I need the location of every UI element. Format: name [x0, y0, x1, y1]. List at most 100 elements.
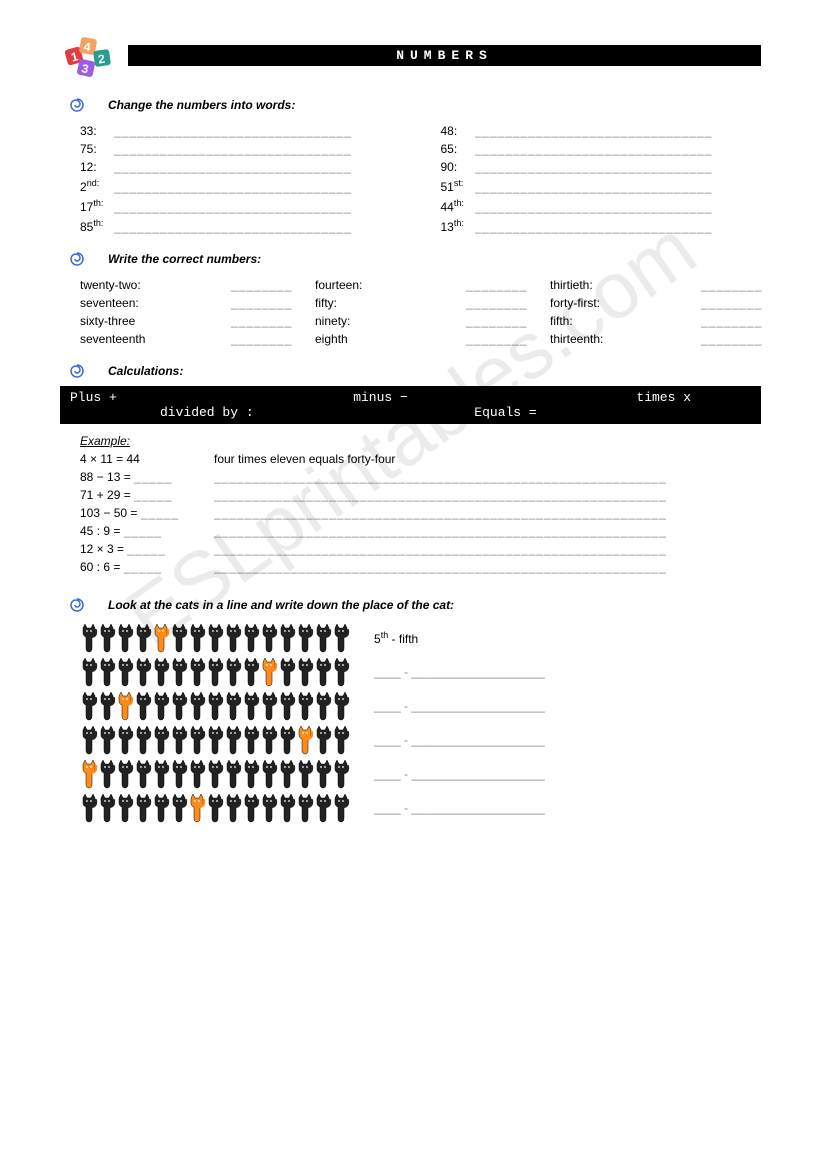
- cat-answer[interactable]: ____ - ____________________: [374, 801, 545, 815]
- wn-blank[interactable]: ________: [466, 296, 526, 310]
- ntw-blank[interactable]: _______________________________: [114, 124, 401, 138]
- wn-label: eighth: [315, 332, 466, 346]
- calc-words-blank[interactable]: ________________________________________…: [214, 542, 761, 556]
- cat-icon: [116, 758, 134, 790]
- wn-label: fifth:: [550, 314, 701, 328]
- ntw-label: 2nd:: [80, 178, 114, 194]
- ntw-blank[interactable]: _______________________________: [114, 200, 401, 214]
- wn-blank[interactable]: ________: [466, 332, 526, 346]
- cat-icon: [206, 656, 224, 688]
- wn-col-1: twenty-two:________seventeen:________six…: [80, 274, 291, 350]
- cat-icon: [188, 758, 206, 790]
- cat-icon: [134, 724, 152, 756]
- wn-row: fifty:________: [315, 296, 526, 310]
- cat-icon: [188, 690, 206, 722]
- calc-words-blank[interactable]: ________________________________________…: [214, 506, 761, 520]
- ntw-blank[interactable]: _______________________________: [114, 142, 401, 156]
- wn-col-2: fourteen:________fifty:________ninety:__…: [315, 274, 526, 350]
- cat-icon: [80, 690, 98, 722]
- calc-answer-blank[interactable]: _____: [141, 506, 179, 520]
- section-4-title: Look at the cats in a line and write dow…: [108, 598, 454, 612]
- calc-words-blank[interactable]: ________________________________________…: [214, 560, 761, 574]
- calc-words-blank[interactable]: ________________________________________…: [214, 488, 761, 502]
- ntw-blank[interactable]: _______________________________: [475, 200, 762, 214]
- cat-icon: [98, 792, 116, 824]
- cat-icon: [278, 724, 296, 756]
- section-3-title: Calculations:: [108, 364, 183, 378]
- calc-equation: 12 × 3 = _____: [80, 542, 190, 556]
- ntw-blank[interactable]: _______________________________: [114, 160, 401, 174]
- cat-icon: [242, 724, 260, 756]
- wn-blank[interactable]: ________: [701, 278, 761, 292]
- wn-row: thirtieth:________: [550, 278, 761, 292]
- wn-blank[interactable]: ________: [231, 314, 291, 328]
- wn-blank[interactable]: ________: [466, 314, 526, 328]
- cat-icon: [188, 724, 206, 756]
- wn-blank[interactable]: ________: [231, 296, 291, 310]
- cat-icon: [134, 690, 152, 722]
- calc-equation: 45 : 9 = _____: [80, 524, 190, 538]
- ntw-blank[interactable]: _______________________________: [475, 180, 762, 194]
- cat-icon: [116, 724, 134, 756]
- op-times: times x: [484, 390, 751, 405]
- cat-icon: [332, 690, 350, 722]
- calc-answer-blank[interactable]: _____: [124, 560, 162, 574]
- calc-equation: 103 − 50 = _____: [80, 506, 190, 520]
- ntw-blank[interactable]: _______________________________: [475, 160, 762, 174]
- cat-icon: [188, 656, 206, 688]
- spiral-icon: [70, 98, 84, 112]
- cat-row: ____ - ____________________: [80, 758, 761, 790]
- ntw-blank[interactable]: _______________________________: [475, 142, 762, 156]
- section-1-title: Change the numbers into words:: [108, 98, 295, 112]
- cat-answer: 5th - fifth: [374, 630, 418, 646]
- calc-answer-blank[interactable]: _____: [124, 524, 162, 538]
- wn-row: forty-first:________: [550, 296, 761, 310]
- cat-icon: [152, 724, 170, 756]
- cat-icon: [206, 792, 224, 824]
- wn-blank[interactable]: ________: [701, 296, 761, 310]
- cat-icon: [260, 690, 278, 722]
- section-4-heading: Look at the cats in a line and write dow…: [70, 598, 761, 612]
- ntw-blank[interactable]: _______________________________: [475, 124, 762, 138]
- ntw-label: 13th:: [441, 218, 475, 234]
- wn-blank[interactable]: ________: [231, 278, 291, 292]
- ntw-row: 17th:_______________________________: [80, 198, 401, 214]
- calc-words-blank[interactable]: ________________________________________…: [214, 524, 761, 538]
- ntw-blank[interactable]: _______________________________: [114, 180, 401, 194]
- calc-answer-blank[interactable]: _____: [134, 488, 172, 502]
- calc-answer-blank[interactable]: _____: [134, 470, 172, 484]
- wn-label: sixty-three: [80, 314, 231, 328]
- cat-line: [80, 690, 350, 722]
- cat-icon: [152, 690, 170, 722]
- cat-icon: [260, 622, 278, 654]
- cat-icon: [98, 758, 116, 790]
- ntw-row: 44th:_______________________________: [441, 198, 762, 214]
- calc-answer-blank[interactable]: _____: [127, 542, 165, 556]
- calc-words-blank[interactable]: ________________________________________…: [214, 470, 761, 484]
- wn-blank[interactable]: ________: [231, 332, 291, 346]
- wn-blank[interactable]: ________: [701, 314, 761, 328]
- ntw-blank[interactable]: _______________________________: [475, 220, 762, 234]
- ntw-blank[interactable]: _______________________________: [114, 220, 401, 234]
- ntw-row: 75:_______________________________: [80, 142, 401, 156]
- cat-answer[interactable]: ____ - ____________________: [374, 699, 545, 713]
- cat-icon: [332, 622, 350, 654]
- cat-icon: [80, 724, 98, 756]
- cat-answer[interactable]: ____ - ____________________: [374, 665, 545, 679]
- cat-answer[interactable]: ____ - ____________________: [374, 733, 545, 747]
- write-numbers-block: twenty-two:________seventeen:________six…: [80, 274, 761, 350]
- cat-icon: [170, 656, 188, 688]
- cat-icon: [224, 758, 242, 790]
- wn-row: seventeenth________: [80, 332, 291, 346]
- wn-label: forty-first:: [550, 296, 701, 310]
- section-3-heading: Calculations:: [70, 364, 761, 378]
- calc-words-example: four times eleven equals forty-four: [214, 452, 761, 466]
- cat-answer[interactable]: ____ - ____________________: [374, 767, 545, 781]
- wn-row: twenty-two:________: [80, 278, 291, 292]
- wn-blank[interactable]: ________: [466, 278, 526, 292]
- cat-icon: [98, 622, 116, 654]
- wn-blank[interactable]: ________: [701, 332, 761, 346]
- cat-icon: [80, 792, 98, 824]
- cat-icon: [242, 690, 260, 722]
- cat-icon: [98, 690, 116, 722]
